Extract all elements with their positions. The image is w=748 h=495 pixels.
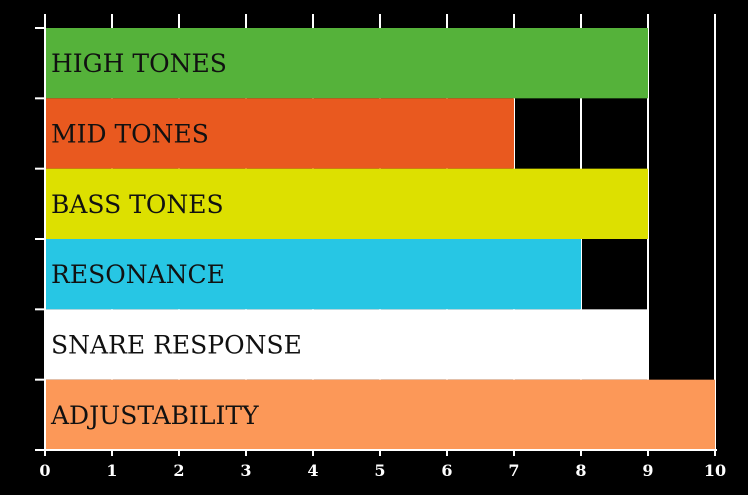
x-tick-label-7: 7 xyxy=(508,461,519,480)
x-tick-label-6: 6 xyxy=(441,461,452,480)
bars xyxy=(45,28,715,450)
bar-label-bass-tones: BASS TONES xyxy=(51,190,224,219)
x-tick-label-0: 0 xyxy=(39,461,50,480)
bar-label-snare-response: SNARE RESPONSE xyxy=(51,331,302,360)
bar-bass-tones xyxy=(45,168,648,239)
bar-label-mid-tones: MID TONES xyxy=(51,120,209,149)
bar-high-tones xyxy=(45,28,648,99)
x-tick-label-9: 9 xyxy=(642,461,653,480)
bar-labels: HIGH TONES MID TONES BASS TONES RESONANCE SN… xyxy=(50,49,302,430)
x-tick-label-1: 1 xyxy=(106,461,117,480)
bar-snare-response xyxy=(45,309,648,380)
axes xyxy=(35,14,717,456)
bar-mid-tones xyxy=(45,98,514,169)
x-tick-label-3: 3 xyxy=(240,461,251,480)
x-tick-label-10: 10 xyxy=(704,461,726,480)
x-tick-label-2: 2 xyxy=(173,461,184,480)
x-tick-labels: 0 1 2 3 4 5 6 7 8 9 10 xyxy=(39,461,726,480)
bar-label-adjustability: ADJUSTABILITY xyxy=(50,401,259,430)
bar-adjustability xyxy=(45,379,715,450)
bar-label-high-tones: HIGH TONES xyxy=(51,49,227,78)
bar-resonance xyxy=(45,239,581,310)
x-tick-label-4: 4 xyxy=(307,461,318,480)
bar-label-resonance: RESONANCE xyxy=(51,260,225,289)
x-tick-label-5: 5 xyxy=(374,461,385,480)
x-tick-label-8: 8 xyxy=(575,461,586,480)
